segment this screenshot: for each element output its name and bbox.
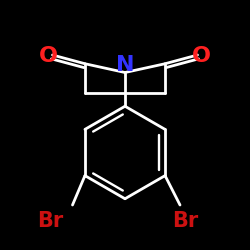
Text: N: N	[116, 55, 134, 75]
Text: O: O	[192, 46, 211, 66]
Text: Br: Br	[37, 211, 63, 231]
Text: O: O	[39, 46, 58, 66]
Text: Br: Br	[172, 211, 198, 231]
